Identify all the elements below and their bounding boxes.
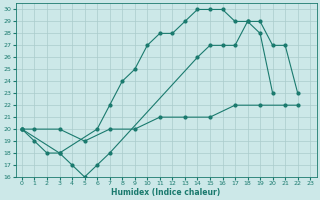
X-axis label: Humidex (Indice chaleur): Humidex (Indice chaleur) <box>111 188 221 197</box>
